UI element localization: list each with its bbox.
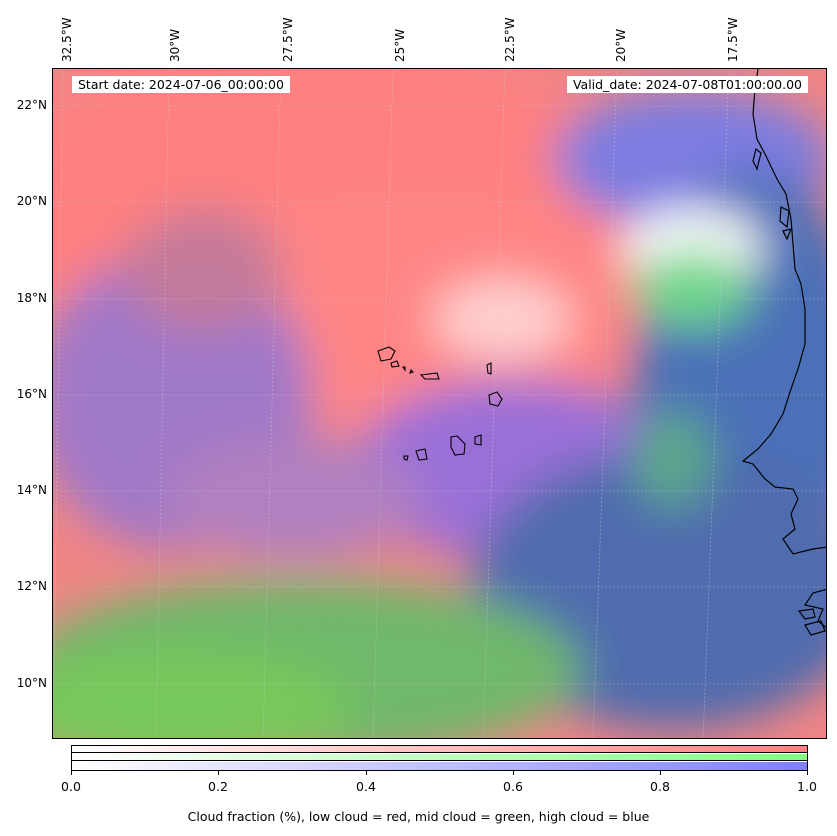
colorbar-mid-cloud (72, 754, 807, 761)
colorbar-tick-label: 0.0 (61, 779, 81, 794)
lat-label-16n: 16°N (16, 387, 47, 401)
lat-label-22n: 22°N (16, 98, 47, 112)
colorbar-low-cloud (72, 746, 807, 753)
cape-verde-islands (377, 346, 503, 461)
colorbar-tick-label: 1.0 (797, 779, 817, 794)
lon-label-22.5w: 22.5°W (503, 17, 517, 62)
lat-label-18n: 18°N (16, 291, 47, 305)
lon-label-25w: 25°W (393, 28, 407, 62)
colorbar-tick (660, 771, 661, 775)
colorbar-tick (218, 771, 219, 775)
colorbar-caption: Cloud fraction (%), low cloud = red, mid… (187, 809, 650, 824)
colorbar (71, 745, 808, 771)
start-date-label: Start date: 2024-07-06_00:00:00 (72, 76, 290, 93)
colorbar-tick-label: 0.2 (208, 779, 228, 794)
colorbar-high-cloud (72, 762, 807, 770)
colorbar-tick (71, 771, 72, 775)
cloud-field (53, 69, 826, 738)
lon-label-20w: 20°W (614, 28, 628, 62)
lat-label-10n: 10°N (16, 676, 47, 690)
lon-label-17.5w: 17.5°W (726, 17, 740, 62)
colorbar-tick (513, 771, 514, 775)
lon-label-27.5w: 27.5°W (281, 17, 295, 62)
colorbar-tick-label: 0.6 (503, 779, 523, 794)
lat-label-14n: 14°N (16, 483, 47, 497)
colorbar-tick-label: 0.8 (650, 779, 670, 794)
graticule (53, 69, 826, 738)
lon-label-30w: 30°W (168, 28, 182, 62)
cloud-fraction-map (53, 69, 826, 738)
colorbar-tick-label: 0.4 (356, 779, 376, 794)
lon-label-32.5w: 32.5°W (60, 17, 74, 62)
coastline (741, 69, 826, 636)
lat-label-20n: 20°N (16, 194, 47, 208)
lat-label-12n: 12°N (16, 579, 47, 593)
map-panel (52, 68, 827, 739)
colorbar-tick (366, 771, 367, 775)
colorbar-tick (807, 771, 808, 775)
valid-date-label: Valid_date: 2024-07-08T01:00:00.00 (566, 76, 808, 93)
